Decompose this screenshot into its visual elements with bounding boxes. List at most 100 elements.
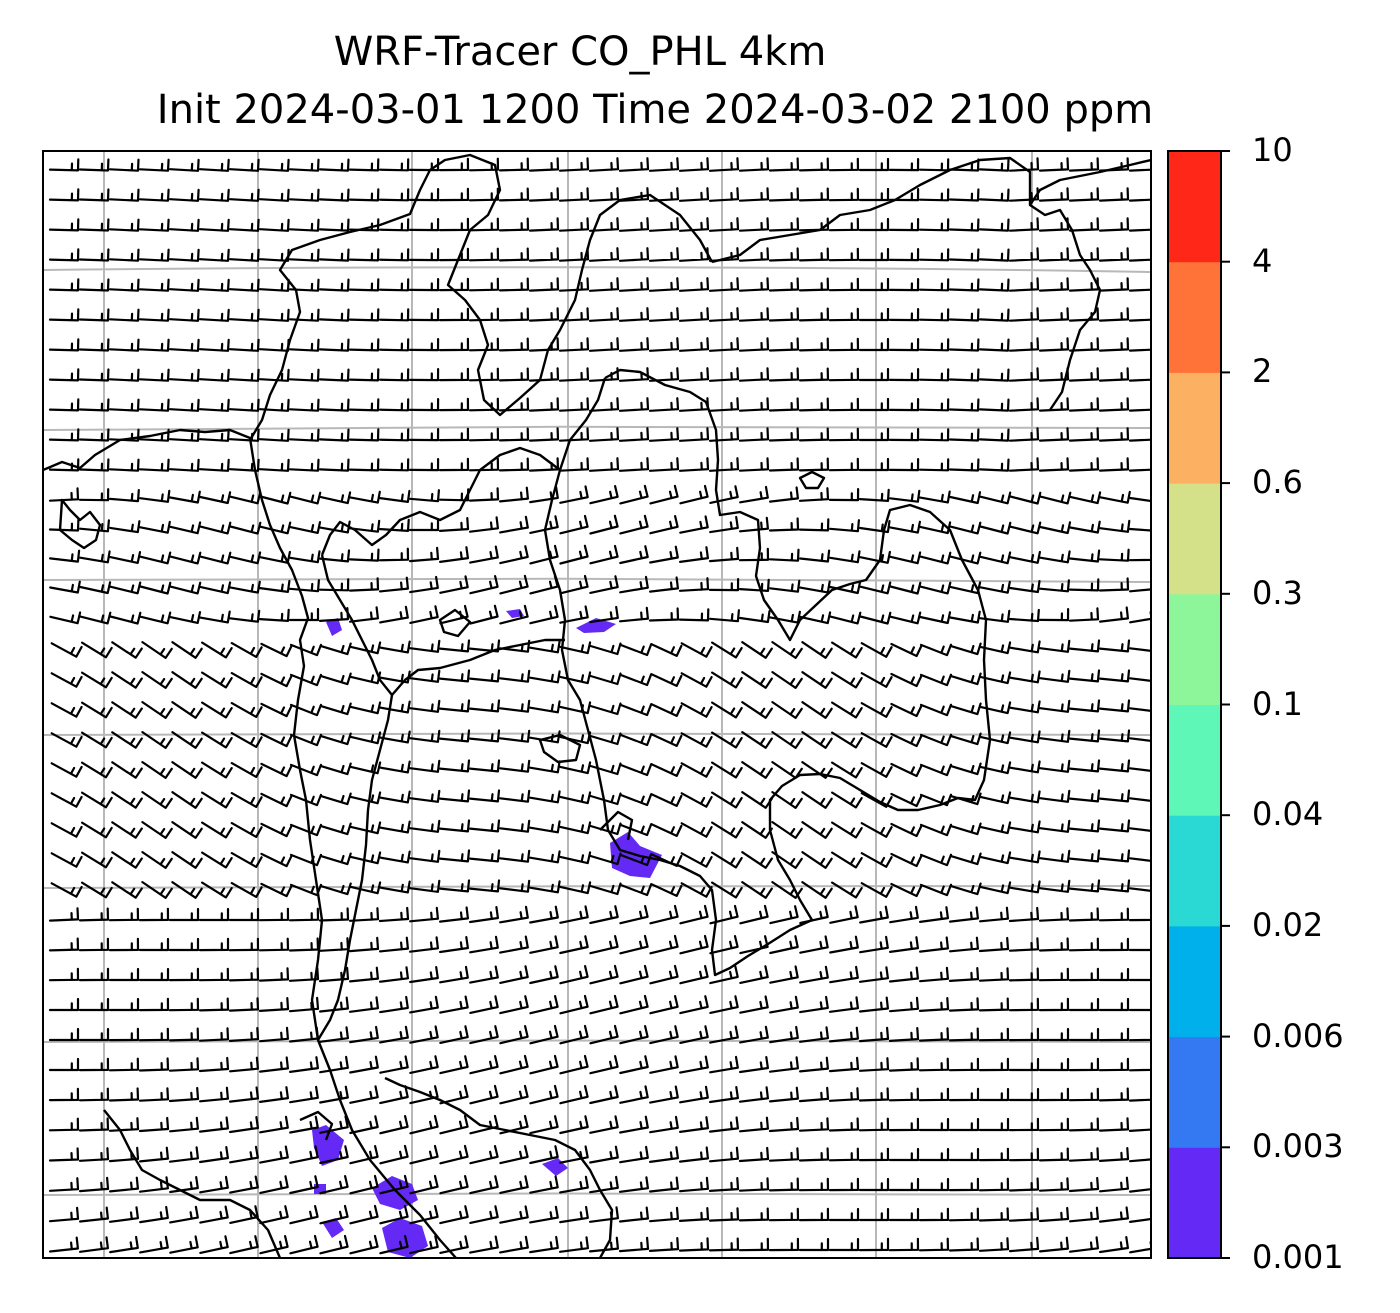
wind-barb: [711, 731, 743, 749]
wind-barb: [589, 905, 619, 925]
wind-barb: [589, 964, 619, 985]
wind-barb: [349, 641, 382, 655]
wind-barb: [919, 521, 952, 535]
wind-barb: [139, 489, 171, 503]
wind-barb: [168, 398, 200, 412]
wind-barb: [831, 671, 863, 689]
wind-barb: [438, 247, 470, 262]
wind-barb: [739, 935, 769, 955]
wind-barb: [318, 937, 350, 952]
wind-barb: [108, 1027, 140, 1042]
wind-barb: [409, 1114, 439, 1135]
wind-barb: [768, 457, 800, 472]
wind-barb: [48, 398, 80, 412]
wind-barb: [79, 1236, 109, 1253]
wind-barb: [559, 1054, 589, 1075]
wind-barb: [469, 639, 501, 653]
wind-barb: [708, 307, 740, 322]
wind-barb: [709, 1146, 739, 1163]
wind-barb: [108, 428, 140, 442]
wind-barb: [650, 643, 683, 657]
wind-barb: [798, 487, 830, 502]
wind-barb: [48, 278, 80, 292]
wind-barb: [801, 881, 833, 899]
wind-barb: [768, 427, 800, 442]
wind-barb: [379, 576, 409, 593]
wind-barb: [78, 1117, 110, 1132]
wind-barb: [858, 1057, 890, 1072]
wind-barb: [1038, 1117, 1070, 1132]
wind-barb: [260, 762, 293, 778]
wind-barb: [1098, 367, 1130, 382]
wind-barb: [529, 1175, 559, 1194]
wind-barb: [799, 580, 831, 594]
wind-barb: [679, 1146, 709, 1163]
wind-barb: [288, 458, 320, 472]
wind-barb: [858, 427, 890, 442]
wind-barb: [1128, 1092, 1151, 1102]
wind-barb: [678, 217, 710, 232]
wind-barb: [708, 157, 740, 172]
wind-barb: [1128, 162, 1151, 172]
wind-barb: [499, 1205, 529, 1224]
wind-barb: [108, 248, 140, 262]
wind-barb: [919, 966, 949, 983]
wind-barb: [1068, 247, 1100, 262]
wind-barb: [1038, 1087, 1070, 1102]
wind-barb: [529, 700, 561, 714]
wind-barb: [1008, 608, 1040, 623]
wind-barb: [348, 907, 380, 922]
wind-barb: [741, 851, 773, 869]
wind-barb: [258, 967, 290, 982]
wind-barb: [650, 853, 683, 867]
wind-barb: [1098, 577, 1130, 592]
wind-barb: [1098, 187, 1130, 202]
wind-barb: [498, 397, 530, 412]
wind-barb: [409, 605, 439, 624]
wind-barb: [889, 520, 921, 534]
wind-barb: [379, 1174, 409, 1195]
wind-barb: [831, 731, 863, 749]
wind-barb: [409, 1085, 439, 1105]
wind-barb: [948, 1087, 980, 1102]
wind-barb: [1068, 607, 1100, 622]
wind-barb: [918, 1057, 950, 1072]
wind-barb: [678, 337, 710, 352]
wind-barb: [529, 790, 561, 804]
wind-barb: [1038, 457, 1070, 472]
wind-barb: [498, 337, 530, 352]
wind-barb: [49, 611, 82, 625]
wind-barb: [619, 1115, 649, 1134]
wind-barb: [1069, 520, 1101, 534]
wind-barb: [1038, 1206, 1070, 1223]
wind-barb: [378, 278, 410, 292]
wind-barb: [678, 367, 710, 382]
wind-barb: [889, 966, 919, 983]
wind-barb: [649, 904, 679, 925]
wind-barb: [978, 1057, 1010, 1072]
wind-barb: [228, 1027, 260, 1042]
wind-barb: [948, 1027, 980, 1042]
wind-barb: [918, 398, 950, 412]
wind-barb: [78, 428, 110, 442]
wind-barb: [1008, 157, 1040, 172]
wind-barb: [349, 1085, 379, 1104]
wind-barb: [619, 1085, 649, 1104]
wind-barb: [379, 850, 411, 864]
wind-barb: [859, 905, 889, 924]
wind-barb: [1128, 1062, 1151, 1072]
map-background: [43, 151, 1151, 1258]
wind-barb: [139, 1146, 169, 1163]
wind-barb: [529, 995, 559, 1015]
wind-barb: [709, 965, 739, 985]
wind-barb: [1008, 967, 1040, 982]
wind-barb: [619, 853, 653, 867]
wind-barb: [230, 702, 263, 718]
wind-barb: [111, 671, 143, 689]
wind-barb: [289, 1234, 319, 1255]
wind-barb: [439, 759, 471, 773]
wind-barb: [259, 1115, 289, 1134]
wind-barb: [738, 307, 770, 322]
wind-barb: [979, 761, 1012, 775]
wind-barb: [801, 851, 833, 869]
